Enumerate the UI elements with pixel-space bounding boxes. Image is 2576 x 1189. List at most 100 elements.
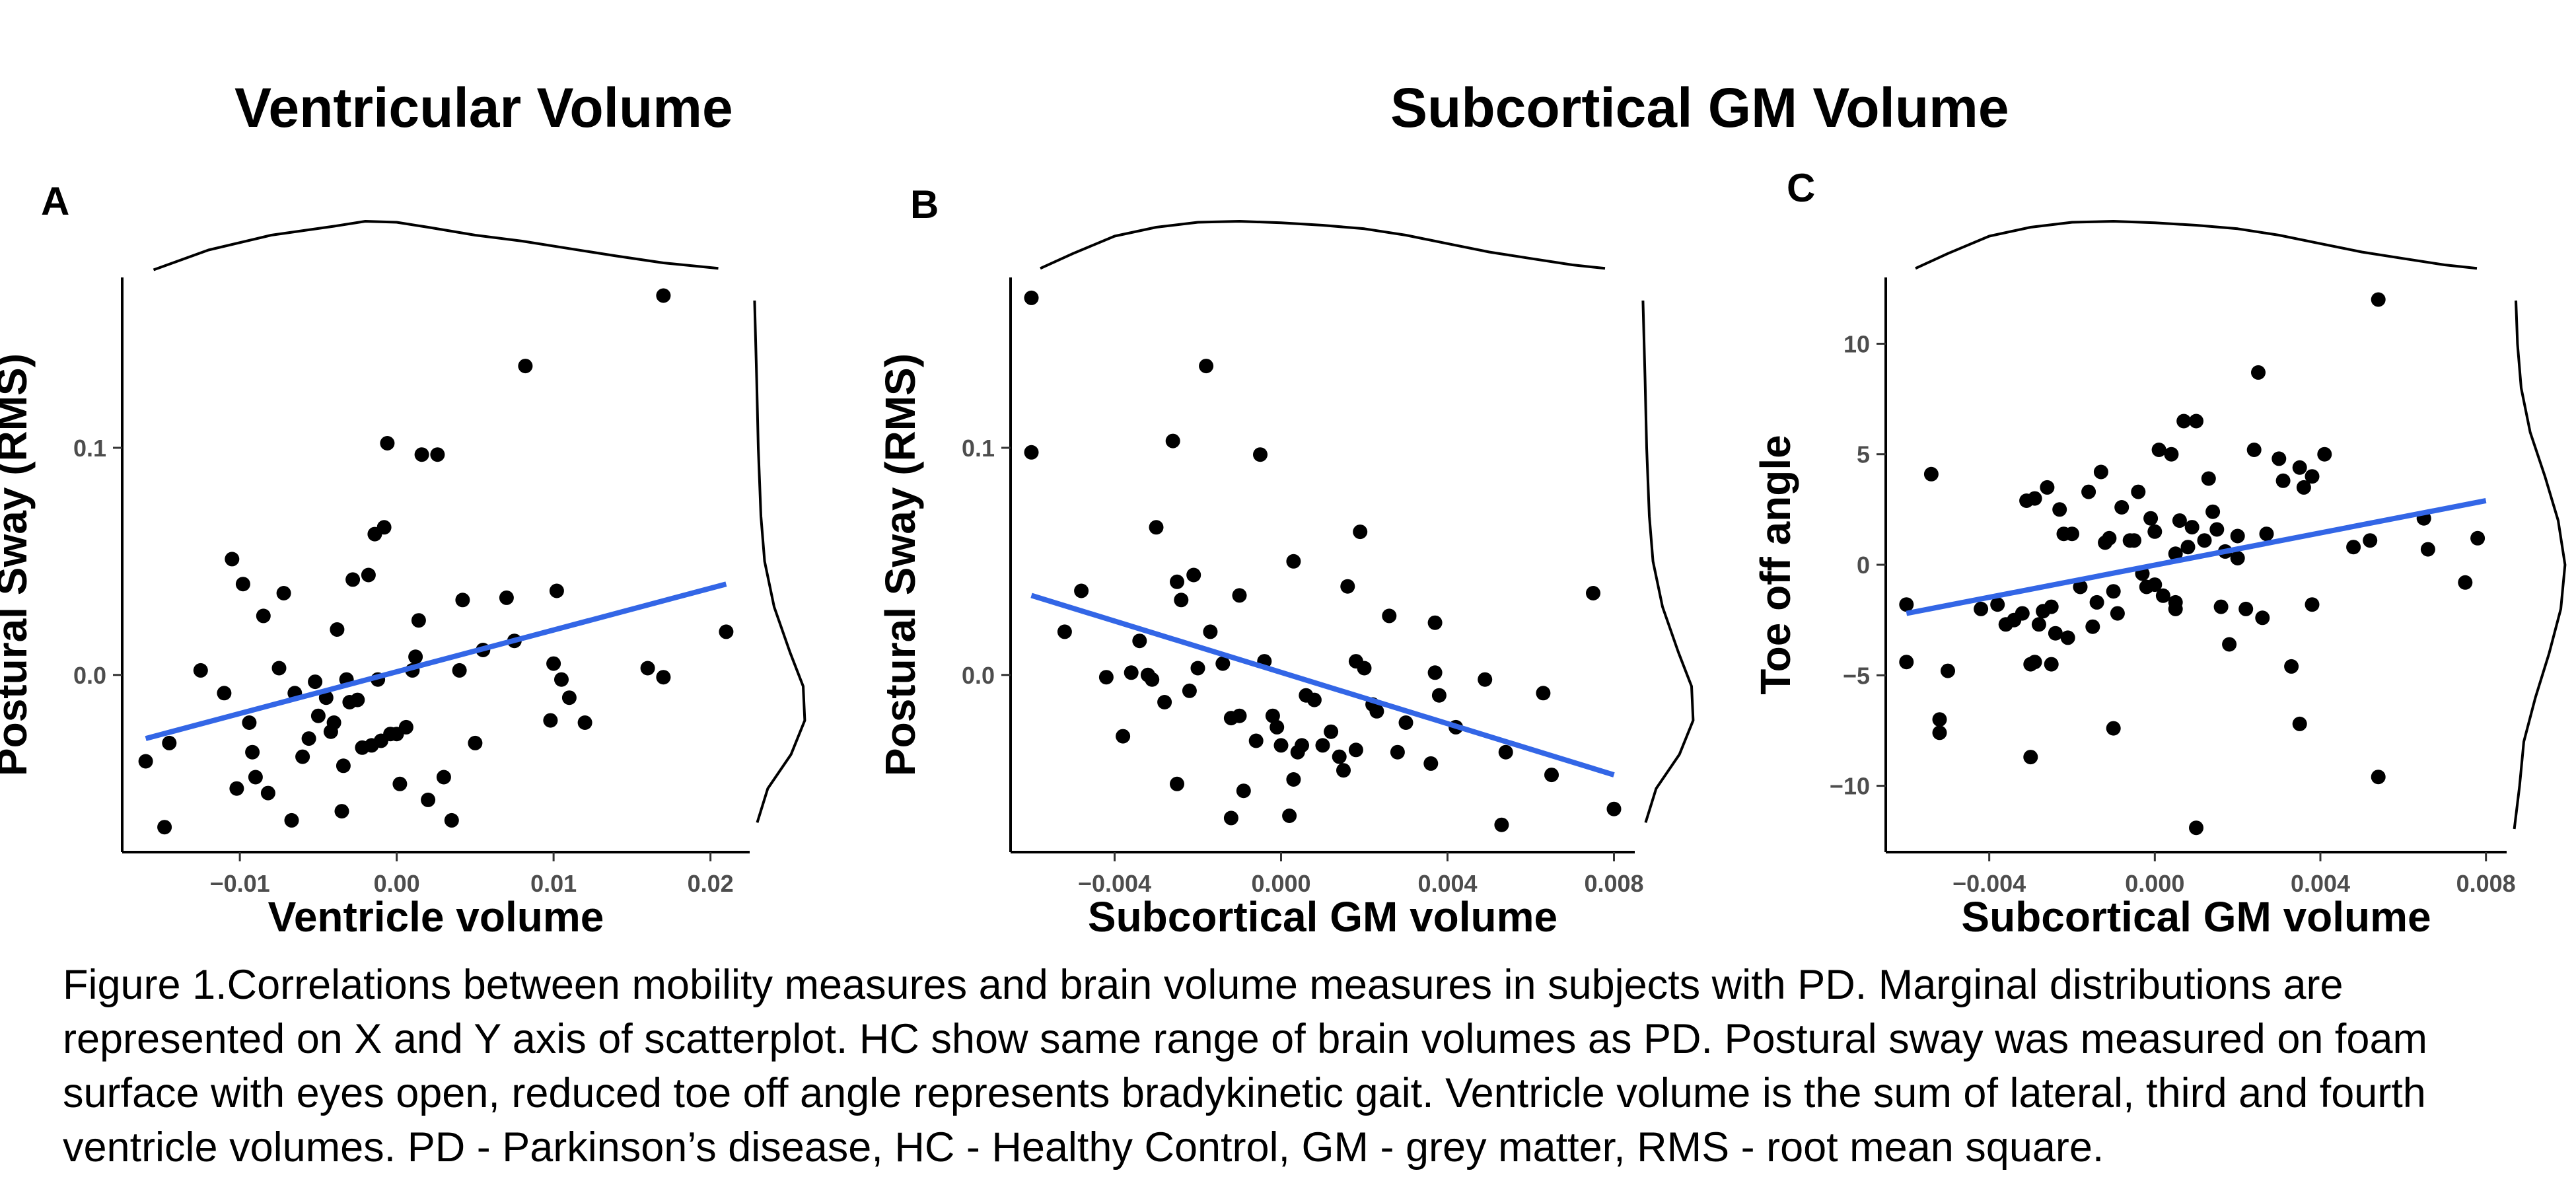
panel-c-data-point [2044,657,2059,672]
panel-a-data-point [421,792,436,807]
panel-b-data-point [1203,624,1218,639]
panel-a-data-point [334,804,349,819]
panel-c-data-point [2089,594,2104,610]
panel-c-data-point [2255,610,2270,626]
panel-b-data-point [1273,738,1289,753]
panel-b-data-point [1199,359,1214,374]
panel-c-data-point [2470,530,2486,546]
panel-a-data-point [455,593,470,608]
panel-c-data-point [2189,820,2203,836]
panel-a-data-point [162,735,177,750]
panel-c-y-tick-label: 5 [1857,441,1870,468]
panel-b-data-point [1336,763,1351,778]
panel-a-data-point [561,690,577,705]
panel-b-x-tick-label: −0.004 [1078,870,1151,897]
panel-a-data-point [326,715,341,730]
panel-c-data-point [2371,770,2386,785]
panel-b-data-point [1332,749,1347,764]
panel-a-data-point [411,613,426,628]
panel-c-data-point [1923,466,1939,482]
panel-a-data-point [518,359,533,374]
panel-a-data-point [256,608,271,624]
panel-c-data-point [2251,365,2266,380]
panel-c-data-point [2102,530,2117,546]
panel-c-data-point [2052,502,2067,517]
panel-c-data-point [2296,480,2311,495]
panel-a-data-point [398,719,413,735]
panel-a-data-point [271,661,287,676]
panel-b-data-point [1340,579,1355,594]
panel-a-data-point [301,731,316,746]
panel-c-data-point [2272,451,2287,466]
panel-a-data-point [640,661,655,676]
panel-c-data-point [2048,626,2063,641]
panel-c-data-point [2147,577,2163,593]
panel-a-data-point [248,770,263,785]
panel-c-data-point [2180,540,2196,555]
panel-c-x-tick-label: 0.000 [2125,870,2184,897]
panel-b-data-point [1174,593,1189,608]
panel-c-x-tick-label: 0.004 [2291,870,2350,897]
panel-c-data-point [2205,504,2221,519]
panel-c-data-point [2168,594,2183,610]
panel-a-letter: A [41,179,69,223]
panel-c-data-point [2143,511,2159,526]
panel-b-data-point [1390,744,1405,760]
panel-a-x-tick-label: −0.01 [210,870,270,897]
panel-b-data-point [1190,661,1205,676]
panel-c-data-point [2189,414,2203,429]
panel-a-data-point [229,781,244,796]
panel-a-data-point [138,754,153,769]
panel-a-data-point [242,715,257,730]
panel-c-data-point [1941,663,1955,678]
panel-a-y-tick-label: 0.0 [73,662,106,689]
panel-b-data-point [1357,661,1372,676]
panel-c-data-point [2031,617,2046,632]
panel-b-regression-line [1030,593,1615,777]
panel-c-x-axis-title: Subcortical GM volume [1961,893,2431,941]
panel-a-data-point [217,686,232,701]
panel-c-data-point [1899,655,1914,670]
panel-b-data-point [1536,686,1551,701]
panel-b-data-point [1427,665,1443,680]
panel-b: B −0.004 0.000 0.004 0.008 0.0 0.1 Subcortical … [877,182,1695,941]
panel-c-data-point [2073,579,2088,594]
panel-b-data-point [1353,524,1368,540]
panel-c-x-tick-label: −0.004 [1952,870,2026,897]
panel-a-data-point [345,572,361,587]
panel-b-data-point [1074,583,1089,598]
panel-b-data-point [1478,672,1493,687]
panel-b-data-point [1586,586,1600,600]
panel-a-data-point [430,447,445,462]
panel-a-regression-line [145,581,727,741]
panel-a-data-point [245,744,260,760]
panel-b-data-point [1369,703,1384,719]
panel-c-data-point [2317,447,2332,462]
panel-a-data-point [380,436,395,450]
panel-a-data-point [436,770,451,785]
panel-c-data-point [2172,513,2187,528]
panel-b-data-point [1145,672,1160,687]
panel-c-y-tick-label: 10 [1843,330,1870,357]
panel-a-data-point [330,622,345,637]
panel-c-data-point [2184,520,2200,535]
panel-b-data-point [1431,688,1447,703]
panel-b-data-point [1606,801,1622,816]
panel-a-data-point [543,713,558,728]
panel-b-data-point [1024,290,1039,305]
panel-b-data-point [1170,776,1184,791]
panel-c-data-point [2176,414,2192,429]
figure-caption: Figure 1.Correlations between mobility m… [63,962,2427,1171]
panel-b-data-point [1348,742,1363,758]
panel-c-regression-line [1906,498,2487,616]
panel-a-data-point [554,672,569,687]
panel-a-data-point [276,586,291,600]
panel-c-data-point [2458,575,2473,590]
panel-c-data-point [2292,716,2307,731]
panel-a-data-point [408,649,423,665]
panel-c-data-point [1990,597,2005,612]
panel-a-data-point [310,708,326,723]
panel-a-x-axis-title: Ventricle volume [268,893,604,941]
panel-b-data-point [1498,744,1513,760]
panel-c-y-tick-label: −10 [1830,773,1870,800]
